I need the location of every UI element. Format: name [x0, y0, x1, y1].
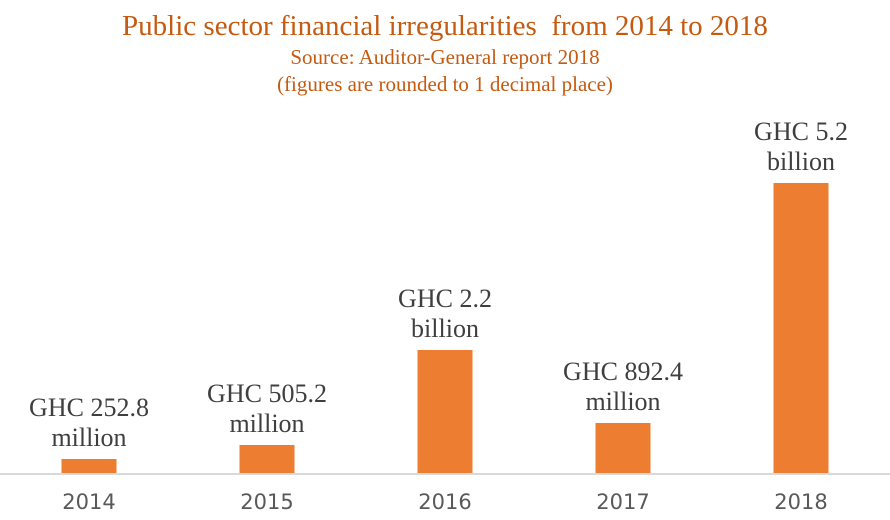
chart-subtitle-source: Source: Auditor-General report 2018: [290, 45, 600, 69]
data-label-2015-line1: GHC 505.2: [207, 379, 327, 408]
bar-group-2016: GHC 2.2 billion: [356, 100, 534, 473]
bar-group-2018: GHC 5.2 billion: [712, 100, 890, 473]
tick-2015: 2015: [240, 490, 294, 514]
bar-2017: [595, 423, 651, 473]
data-label-2016-line1: GHC 2.2: [398, 284, 492, 313]
data-label-2017: GHC 892.4 million: [538, 357, 708, 417]
tick-2018: 2018: [774, 490, 828, 514]
tick-2016: 2016: [418, 490, 472, 514]
x-axis-line: [0, 473, 890, 475]
plot-area: GHC 252.8 million GHC 505.2 million GHC …: [0, 100, 890, 473]
data-label-2018: GHC 5.2 billion: [716, 117, 886, 177]
bar-2014: [61, 459, 117, 473]
data-label-2014-line2: million: [51, 423, 127, 452]
chart-subtitle-note: (figures are rounded to 1 decimal place): [277, 72, 613, 96]
tick-2014: 2014: [62, 490, 116, 514]
data-label-2018-line2: billion: [767, 147, 835, 176]
data-label-2015: GHC 505.2 million: [182, 379, 352, 439]
bar-group-2017: GHC 892.4 million: [534, 100, 712, 473]
data-label-2015-line2: million: [229, 409, 305, 438]
data-label-2016: GHC 2.2 billion: [360, 284, 530, 344]
chart-header: Public sector financial irregularities f…: [0, 8, 890, 98]
data-label-2018-line1: GHC 5.2: [754, 117, 848, 146]
data-label-2017-line1: GHC 892.4: [563, 357, 683, 386]
tick-2017: 2017: [596, 490, 650, 514]
data-label-2016-line2: billion: [411, 314, 479, 343]
bar-2018: [773, 183, 829, 473]
bar-group-2014: GHC 252.8 million: [0, 100, 178, 473]
data-label-2017-line2: million: [585, 387, 661, 416]
x-axis: 2014 2015 2016 2017 2018: [0, 490, 890, 514]
data-label-2014: GHC 252.8 million: [4, 393, 174, 453]
bar-2015: [239, 445, 295, 473]
bar-group-2015: GHC 505.2 million: [178, 100, 356, 473]
chart-title: Public sector financial irregularities f…: [122, 10, 768, 42]
bar-2016: [417, 350, 473, 473]
data-label-2014-line1: GHC 252.8: [29, 393, 149, 422]
